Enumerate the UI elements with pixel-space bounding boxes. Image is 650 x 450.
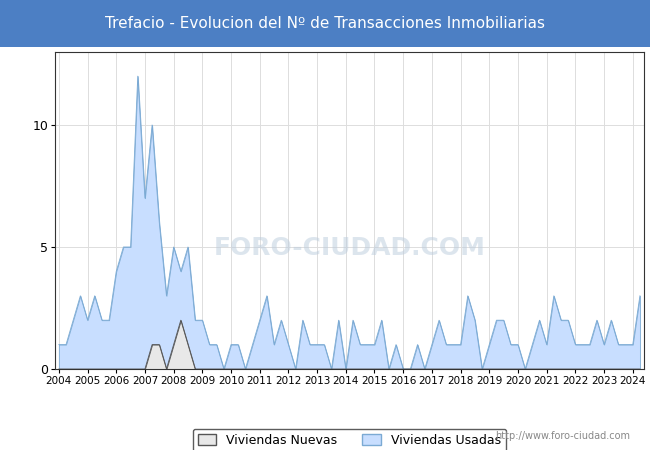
Text: FORO-CIUDAD.COM: FORO-CIUDAD.COM [213,236,486,261]
Text: Trefacio - Evolucion del Nº de Transacciones Inmobiliarias: Trefacio - Evolucion del Nº de Transacci… [105,16,545,31]
Legend: Viviendas Nuevas, Viviendas Usadas: Viviendas Nuevas, Viviendas Usadas [192,428,506,450]
Text: http://www.foro-ciudad.com: http://www.foro-ciudad.com [495,431,630,441]
